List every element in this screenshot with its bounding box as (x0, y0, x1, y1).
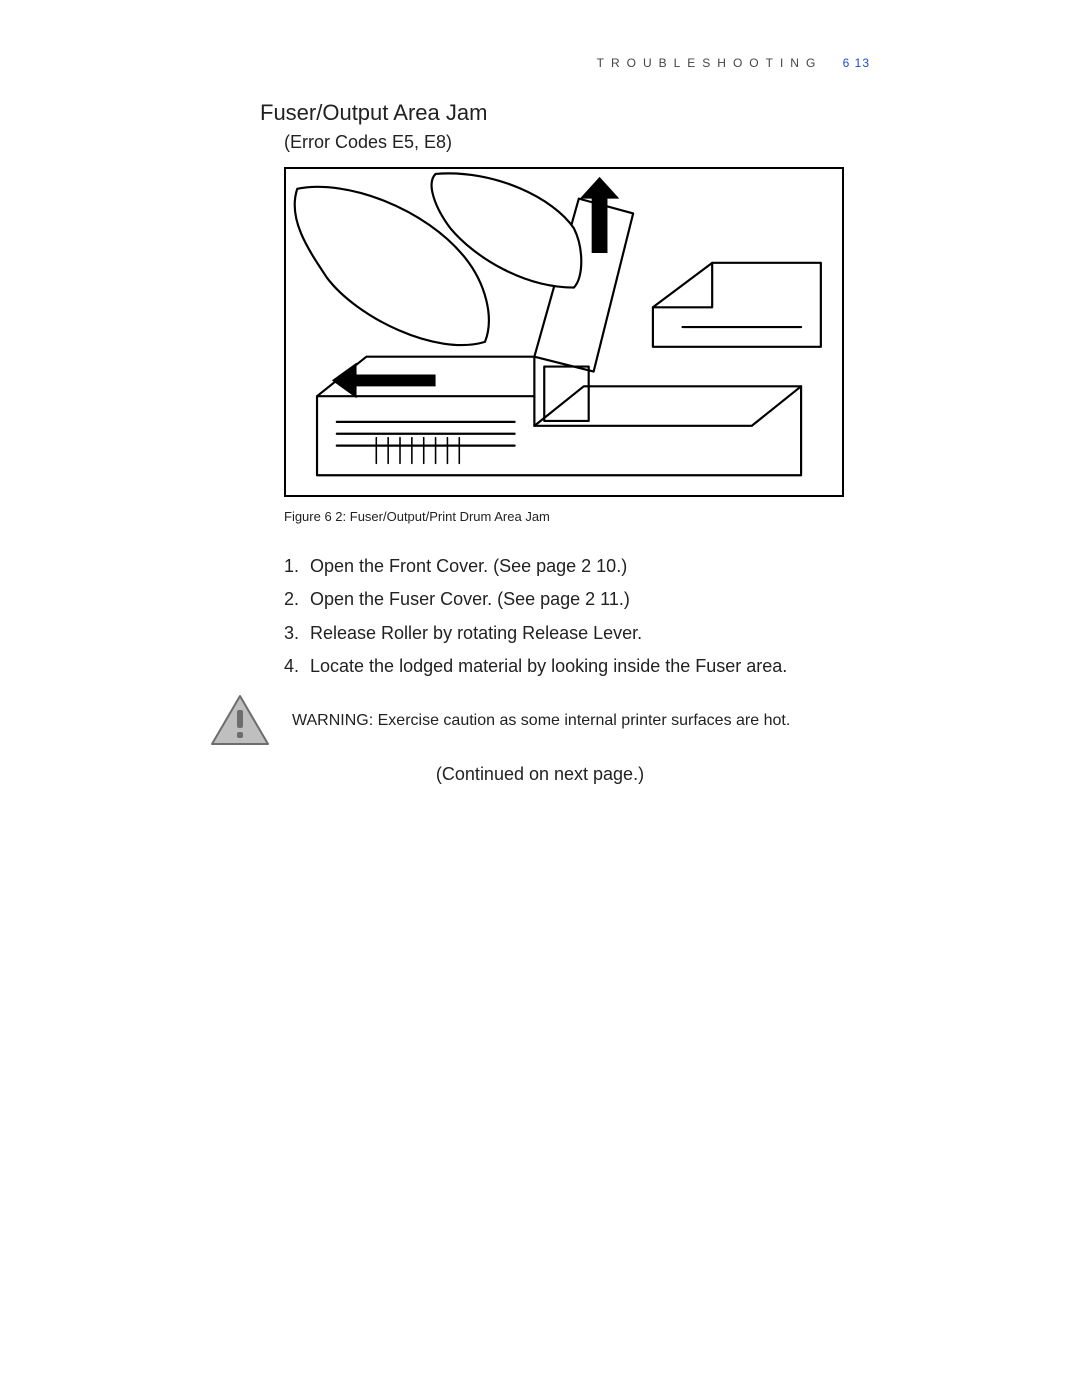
manual-page: TROUBLESHOOTING 6 13 Fuser/Output Area J… (0, 0, 1080, 1397)
warning-block: WARNING: Exercise caution as some intern… (210, 694, 900, 748)
list-item: Release Roller by rotating Release Lever… (304, 617, 900, 650)
list-item: Open the Fuser Cover. (See page 2 11.) (304, 583, 900, 616)
continued-note: (Continued on next page.) (0, 764, 1080, 785)
step-list: Open the Front Cover. (See page 2 10.) O… (304, 550, 900, 683)
list-item: Open the Front Cover. (See page 2 10.) (304, 550, 900, 583)
warning-triangle-icon (210, 694, 270, 748)
warning-text: WARNING: Exercise caution as some intern… (292, 712, 790, 730)
section-subtitle: (Error Codes E5, E8) (284, 132, 900, 153)
header-page-number: 6 13 (843, 56, 870, 70)
list-item: Locate the lodged material by looking in… (304, 650, 900, 683)
running-header: TROUBLESHOOTING 6 13 (597, 56, 870, 70)
figure-caption: Figure 6 2: Fuser/Output/Print Drum Area… (284, 509, 900, 524)
header-section: TROUBLESHOOTING (597, 56, 823, 70)
figure-illustration (284, 167, 844, 497)
section-title: Fuser/Output Area Jam (260, 100, 900, 126)
